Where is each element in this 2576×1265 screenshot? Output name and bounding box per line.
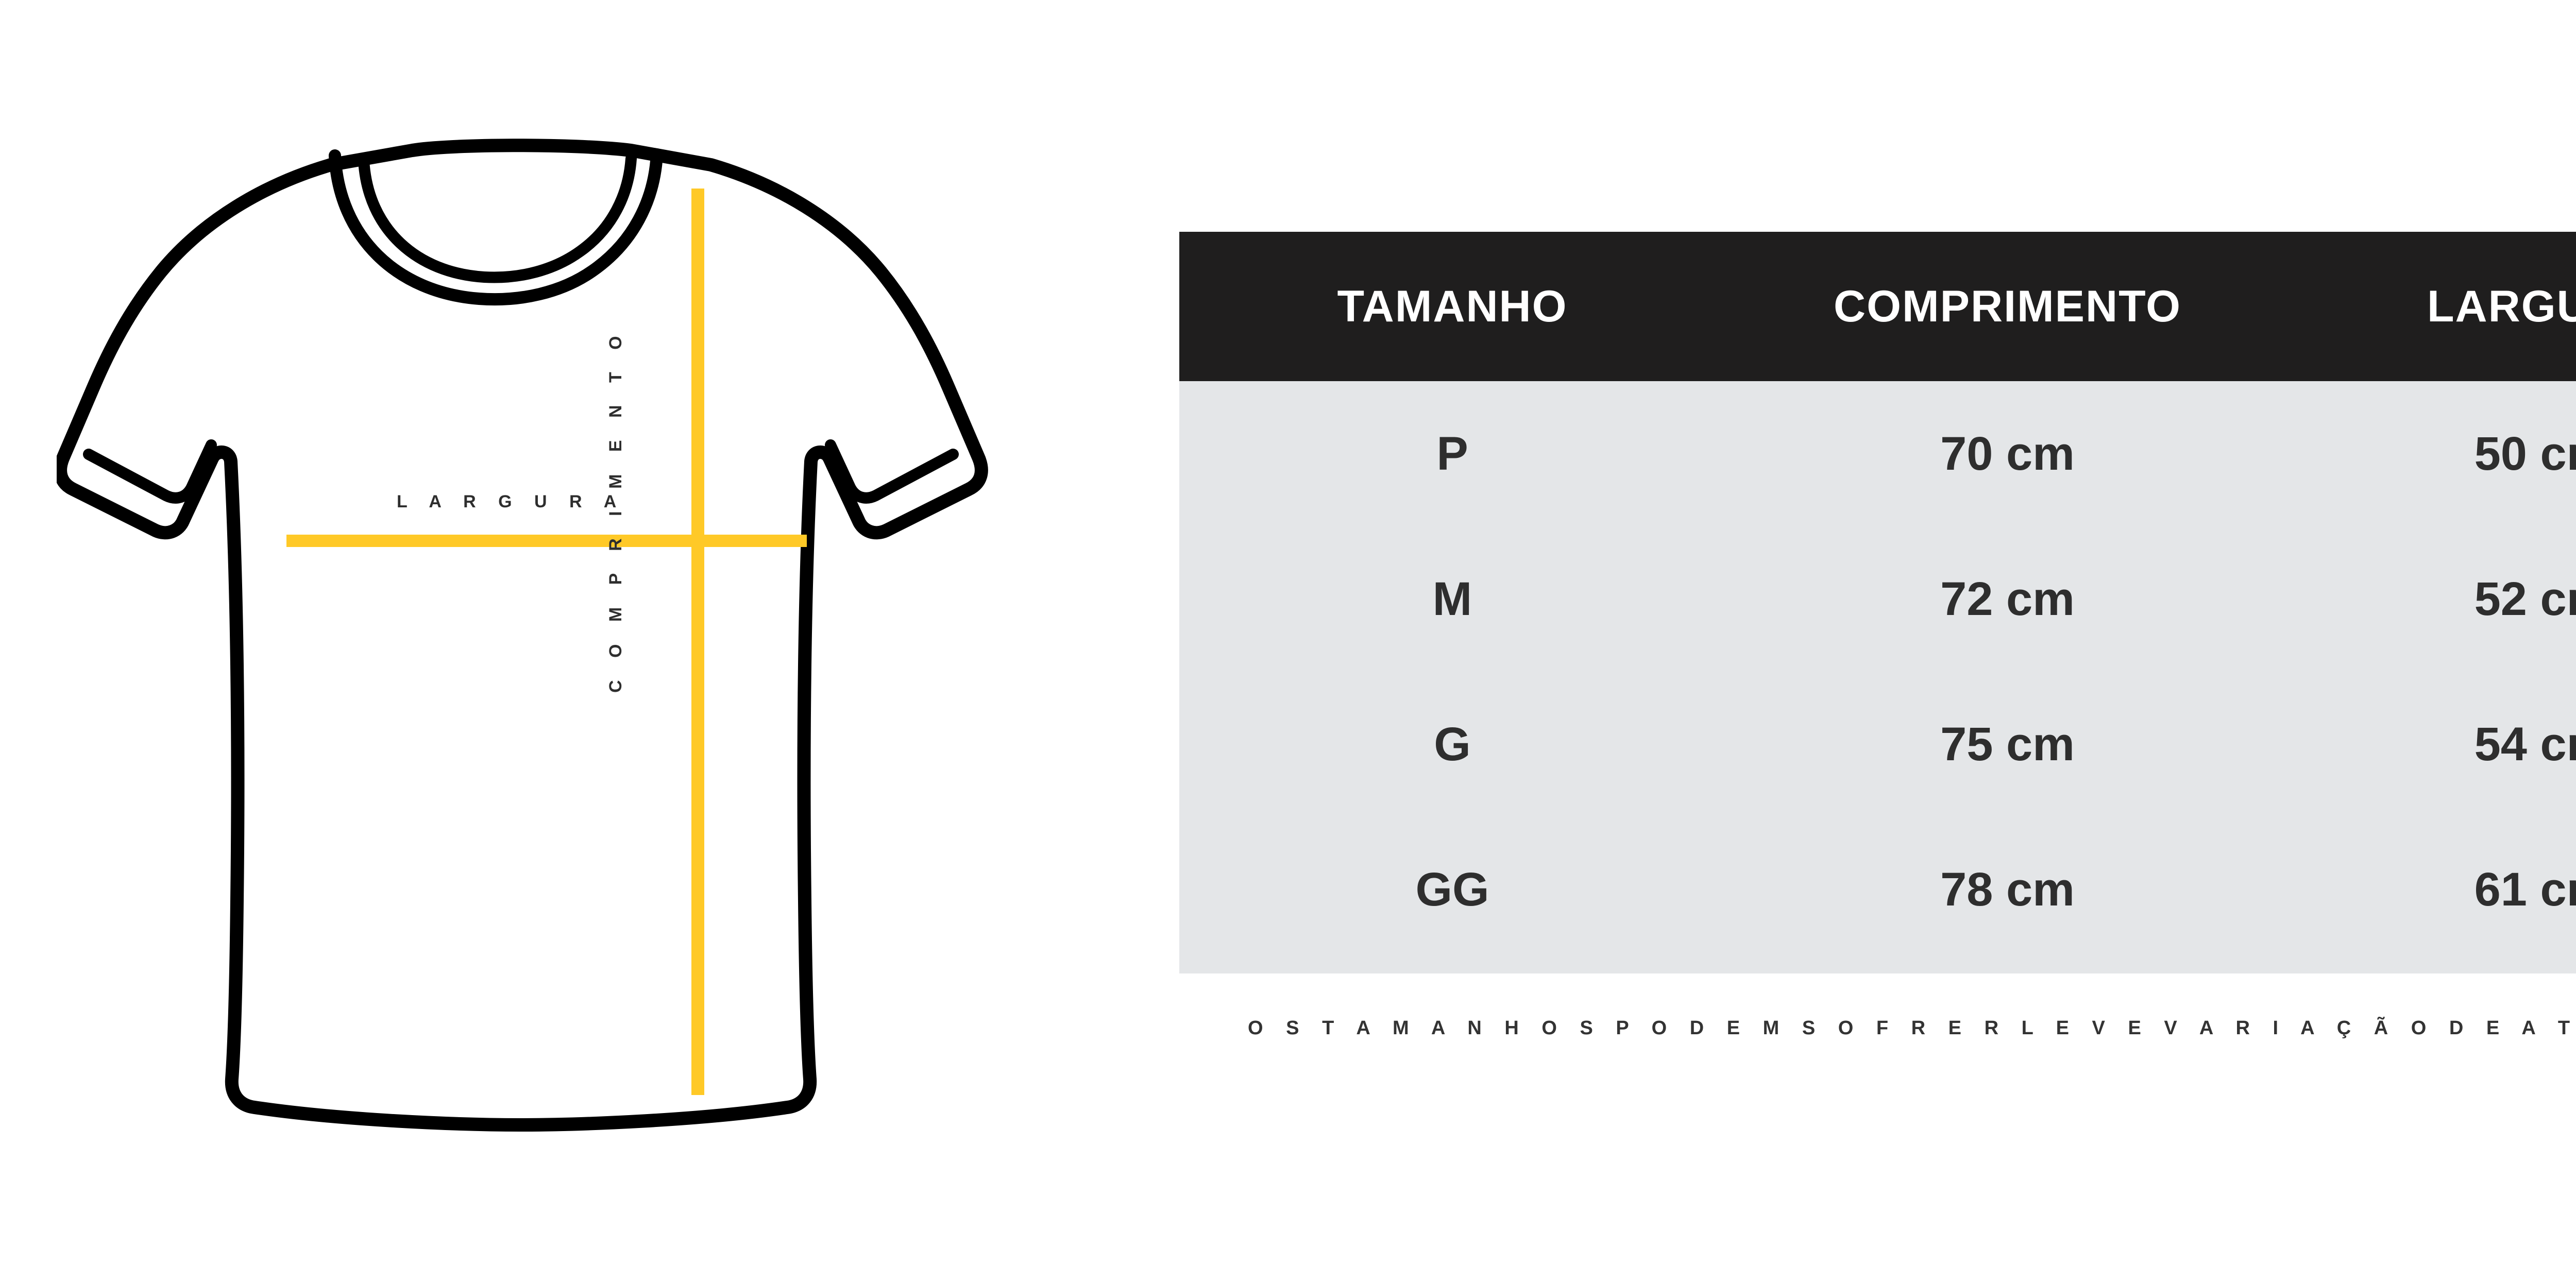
length-guide-line	[691, 189, 704, 1095]
table-row: G 75 cm 54 cm	[1179, 672, 2576, 817]
diagram-length-label: C O M P R I M E N T O	[606, 327, 625, 693]
diagram-width-label: L A R G U R A	[397, 492, 625, 511]
column-header-comprimento: COMPRIMENTO	[1834, 281, 2181, 331]
size-variation-note: O S T A M A N H O S P O D E M S O F R E …	[1248, 1017, 2576, 1039]
table-row: P 70 cm 50 cm	[1179, 381, 2576, 526]
cell-width: 50 cm	[2474, 427, 2576, 480]
cell-size: P	[1436, 427, 1468, 480]
table-row: GG 78 cm 61 cm	[1179, 817, 2576, 962]
tshirt-collar-outer-path	[329, 148, 663, 306]
cell-size: G	[1434, 717, 1471, 771]
cell-length: 78 cm	[1940, 863, 2075, 916]
table-body: P 70 cm 50 cm M 72 cm 52 cm G 75 cm 54 c…	[1179, 381, 2576, 973]
cell-length: 70 cm	[1940, 427, 2075, 480]
cell-size: GG	[1415, 863, 1489, 916]
tshirt-outline-path	[57, 139, 988, 1132]
tshirt-diagram: L A R G U R A C O M P R I M E N T O	[0, 0, 1179, 1265]
cell-size: M	[1432, 572, 1472, 625]
tshirt-illustration-svg	[57, 139, 988, 1132]
cell-length: 75 cm	[1940, 717, 2075, 771]
tshirt-collar-inner-path	[358, 153, 637, 283]
cell-width: 52 cm	[2474, 572, 2576, 625]
tshirt-right-cuff-path	[825, 439, 959, 504]
cell-width: 61 cm	[2474, 863, 2576, 916]
tshirt-left-cuff-path	[83, 439, 217, 504]
table-row: M 72 cm 52 cm	[1179, 526, 2576, 672]
column-header-tamanho: TAMANHO	[1337, 281, 1568, 331]
cell-length: 72 cm	[1940, 572, 2075, 625]
width-guide-line	[286, 535, 807, 547]
cell-width: 54 cm	[2474, 717, 2576, 771]
